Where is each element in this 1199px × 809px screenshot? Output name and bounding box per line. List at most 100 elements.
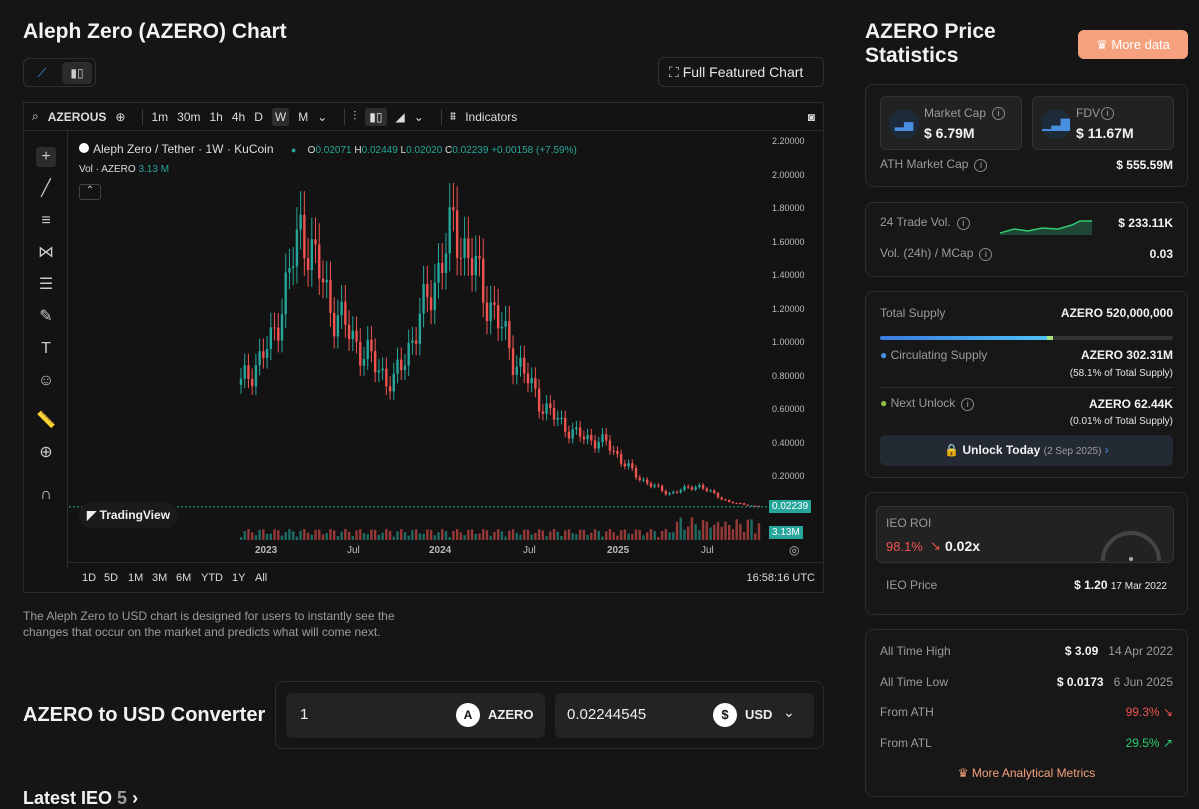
candle bbox=[634, 468, 638, 478]
volume-bar bbox=[422, 533, 425, 540]
info-icon[interactable]: i bbox=[974, 159, 988, 172]
magnet-icon[interactable]: ∩ bbox=[40, 486, 52, 503]
fib-icon[interactable]: ☰ bbox=[38, 276, 54, 293]
range-ytd[interactable]: YTD bbox=[201, 572, 223, 584]
candle bbox=[746, 504, 750, 506]
chevron-down-icon[interactable]: ⌄ bbox=[783, 704, 795, 720]
volume-bar bbox=[523, 529, 526, 540]
volume-bar bbox=[612, 532, 615, 540]
camera-icon[interactable]: ◙ bbox=[807, 109, 815, 124]
brush-icon[interactable]: ✎ bbox=[39, 308, 53, 325]
volume-bar bbox=[668, 532, 671, 540]
interval-w[interactable]: W bbox=[271, 107, 290, 126]
ohlc-close: 0.02239 bbox=[452, 145, 489, 156]
candle bbox=[724, 499, 727, 501]
chevron-down-icon[interactable]: ⌄ bbox=[413, 109, 424, 124]
volume-bar bbox=[619, 530, 623, 540]
interval-m[interactable]: M bbox=[298, 109, 309, 124]
interval-30m[interactable]: 30m bbox=[177, 109, 201, 124]
candle bbox=[400, 359, 403, 371]
full-chart-button[interactable]: ⛶ Full Featured Chart bbox=[658, 57, 824, 87]
tv-logo-icon: ◤ bbox=[87, 508, 100, 522]
volume-bar bbox=[515, 532, 518, 540]
horizontal-lines-icon[interactable]: ≡ bbox=[41, 212, 51, 229]
unlock-today-button[interactable]: 🔒 Unlock Today (2 Sep 2025) › bbox=[880, 435, 1173, 466]
more-data-button[interactable]: ♛ More data bbox=[1078, 30, 1188, 59]
volume-bar bbox=[314, 529, 317, 540]
range-1m[interactable]: 1M bbox=[128, 572, 144, 584]
latest-ieo-heading[interactable]: Latest IEO 5 › bbox=[23, 788, 139, 808]
ath-mcap-label: ATH Market Cap i bbox=[880, 157, 988, 172]
volume-bar bbox=[701, 519, 705, 540]
candle-chart-icon[interactable]: ▮▯ bbox=[62, 62, 92, 84]
amount-field[interactable]: 1 A AZERO bbox=[286, 693, 545, 738]
emoji-icon[interactable]: ☺ bbox=[37, 372, 55, 389]
add-symbol-icon[interactable]: ⊕ bbox=[115, 109, 126, 124]
info-icon[interactable]: i bbox=[956, 217, 970, 230]
tradingview-watermark: ◤ TradingView bbox=[79, 502, 179, 528]
to-currency[interactable]: USD bbox=[745, 707, 773, 722]
line-chart-icon[interactable]: ⟋ bbox=[37, 65, 47, 80]
volume-bar bbox=[549, 531, 552, 540]
candle bbox=[273, 327, 276, 329]
candle bbox=[239, 378, 243, 385]
range-1d[interactable]: 1D bbox=[82, 572, 97, 584]
volume-bar bbox=[534, 533, 537, 540]
search-icon[interactable]: ⌕ bbox=[32, 109, 39, 123]
info-icon[interactable]: i bbox=[979, 248, 993, 261]
converter-title: AZERO to USD Converter bbox=[23, 704, 266, 726]
candle bbox=[426, 284, 429, 298]
candle-style-icon[interactable]: ▮▯ bbox=[365, 107, 387, 126]
candle bbox=[590, 434, 593, 441]
result-value: 0.02244545 bbox=[567, 706, 647, 723]
bar-style-icon[interactable]: ⫶ bbox=[353, 109, 357, 123]
info-icon[interactable]: i bbox=[992, 107, 1005, 120]
range-all[interactable]: All bbox=[255, 572, 268, 584]
x-tick: Jul bbox=[347, 545, 360, 556]
trendline-icon[interactable]: ╱ bbox=[41, 180, 51, 197]
interval-4h[interactable]: 4h bbox=[231, 109, 246, 124]
volume-bar bbox=[672, 532, 675, 540]
info-icon[interactable]: i bbox=[1101, 107, 1114, 120]
volume-bar bbox=[459, 532, 463, 540]
volume-bar bbox=[373, 529, 377, 540]
volume-bar bbox=[478, 533, 481, 540]
info-icon[interactable]: i bbox=[961, 398, 975, 411]
candle bbox=[254, 365, 258, 387]
ruler-icon[interactable]: 📏 bbox=[36, 412, 56, 429]
volume-bar bbox=[675, 521, 679, 540]
volume-bar bbox=[258, 529, 261, 540]
range-3m[interactable]: 3M bbox=[152, 572, 168, 584]
area-style-icon[interactable]: ◢ bbox=[395, 109, 405, 124]
crosshair-icon[interactable]: + bbox=[36, 147, 56, 167]
volume-bar bbox=[660, 530, 664, 540]
settings-icon[interactable]: ◎ bbox=[789, 543, 800, 557]
more-metrics-link[interactable]: ♛ More Analytical Metrics bbox=[957, 766, 1096, 780]
symbol-search[interactable]: AZEROUS bbox=[47, 109, 107, 124]
collapse-legend-icon[interactable]: ⌃ bbox=[79, 184, 101, 200]
interval-1m[interactable]: 1m bbox=[151, 109, 169, 124]
pattern-icon[interactable]: ⋈ bbox=[38, 244, 54, 261]
range-6m[interactable]: 6M bbox=[176, 572, 192, 584]
candle bbox=[359, 341, 362, 366]
zoom-in-icon[interactable]: ⊕ bbox=[39, 444, 53, 461]
volume-bar bbox=[511, 529, 515, 540]
text-icon[interactable]: T bbox=[41, 340, 51, 357]
plot-area[interactable]: Aleph Zero / Tether · 1W · KuCoin ● O0.0… bbox=[69, 132, 769, 540]
indicators-icon[interactable]: ⩩ bbox=[449, 109, 457, 123]
y-tick: 1.60000 bbox=[772, 236, 805, 247]
unlock-value: AZERO 62.44K bbox=[1088, 396, 1173, 411]
interval-1h[interactable]: 1h bbox=[209, 109, 223, 124]
range-5d[interactable]: 5D bbox=[104, 572, 119, 584]
indicators-button[interactable]: Indicators bbox=[465, 109, 518, 124]
legend-title: Aleph Zero / Tether · 1W · KuCoin bbox=[93, 142, 274, 156]
range-1y[interactable]: 1Y bbox=[232, 572, 246, 584]
candle bbox=[608, 440, 612, 451]
volume-bar bbox=[724, 521, 727, 540]
candle bbox=[370, 339, 373, 352]
candle bbox=[638, 477, 641, 480]
interval-d[interactable]: D bbox=[254, 109, 263, 124]
volume-bar bbox=[694, 524, 697, 540]
result-field[interactable]: 0.02244545 $ USD ⌄ bbox=[555, 693, 814, 738]
chevron-down-icon[interactable]: ⌄ bbox=[317, 109, 328, 124]
